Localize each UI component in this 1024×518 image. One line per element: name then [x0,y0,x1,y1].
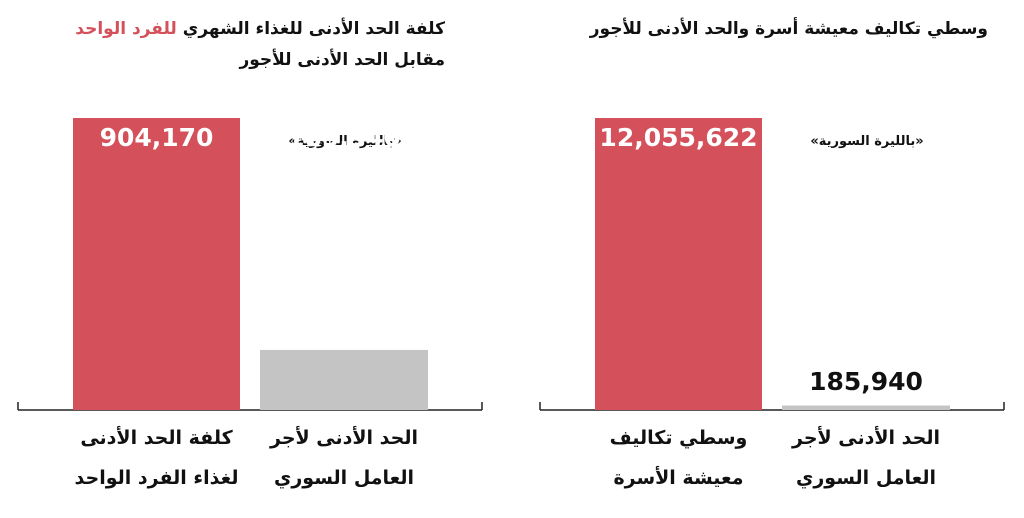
chart-title: كلفة الحد الأدنى للغذاء الشهري للفرد الو… [5,14,445,76]
bar [73,118,240,410]
chart-title: وسطي تكاليف معيشة أسرة والحد الأدنى للأج… [589,19,988,39]
bar [595,118,762,410]
category-label: كلفة الحد الأدنى لغذاء الفرد الواحد [74,427,239,489]
value-label: 185,940 [287,123,401,152]
value-label: 12,055,622 [599,123,758,152]
bar [260,349,428,410]
category-label: الحد الأدنى لأجر العامل السوري [270,427,418,489]
category-label: الحد الأدنى لأجر العامل السوري [792,427,940,489]
unit-note: «بالليرة السورية» [810,134,924,149]
value-label: 185,940 [809,367,923,397]
category-label: وسطي تكاليف معيشة الأسرة [609,427,748,489]
unit-note: «بالليرة السورية» [288,134,402,149]
title-line: مقابل الحد الأدنى للأجور [239,50,445,70]
title-part: كلفة الحد الأدنى للغذاء الشهري [182,19,445,39]
title-line: كلفة الحد الأدنى للغذاء الشهري للفرد الو… [5,14,445,45]
value-label: 904,170 [99,123,214,152]
bar [782,405,950,410]
title-highlight: للفرد الواحد [75,19,177,39]
